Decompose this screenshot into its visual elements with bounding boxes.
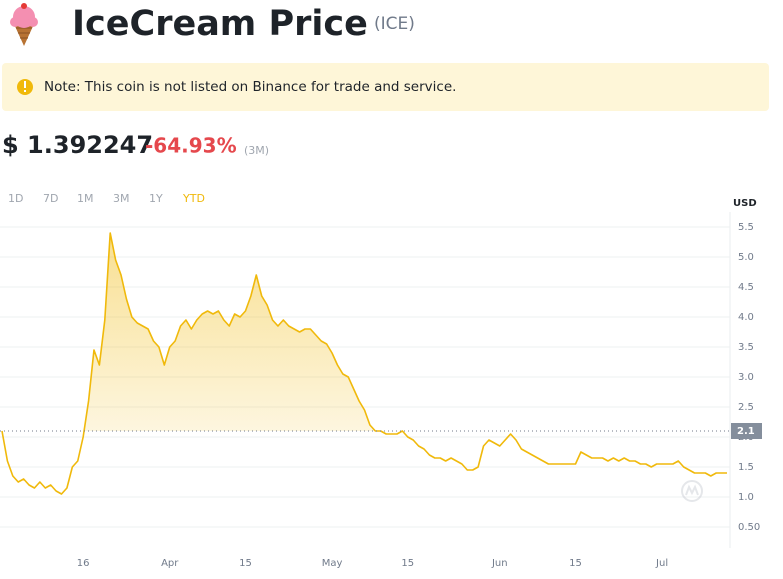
note-text: Note: This coin is not listed on Binance… bbox=[44, 79, 456, 95]
time-tab[interactable]: 7D bbox=[43, 192, 58, 205]
coin-icon bbox=[10, 3, 38, 46]
x-tick-label: 15 bbox=[239, 558, 252, 569]
time-tab[interactable]: 1D bbox=[8, 192, 23, 205]
y-tick-label: 1.0 bbox=[738, 492, 754, 503]
y-tick-label: 3.5 bbox=[738, 342, 754, 353]
time-tab[interactable]: 1Y bbox=[149, 192, 163, 205]
price-change: -64.93% bbox=[145, 134, 237, 158]
note-banner bbox=[2, 63, 769, 111]
y-tick-label: 4.5 bbox=[738, 282, 754, 293]
x-tick-label: May bbox=[322, 558, 343, 569]
price: $ 1.392247 bbox=[2, 131, 153, 159]
symbol: (ICE) bbox=[374, 14, 415, 34]
time-tab[interactable]: 1M bbox=[77, 192, 94, 205]
time-tab[interactable]: 3M bbox=[113, 192, 130, 205]
x-tick-label: 15 bbox=[569, 558, 582, 569]
x-tick-label: 16 bbox=[77, 558, 90, 569]
y-axis-label: USD bbox=[733, 198, 757, 209]
y-tick-label: 4.0 bbox=[738, 312, 754, 323]
x-tick-label: Jun bbox=[491, 558, 508, 569]
area bbox=[2, 233, 727, 431]
title: IceCream Price bbox=[72, 4, 368, 44]
time-tab[interactable]: YTD bbox=[182, 192, 205, 205]
x-tick-label: 15 bbox=[401, 558, 414, 569]
x-tick-label: Apr bbox=[161, 558, 179, 569]
reference-badge bbox=[731, 423, 762, 439]
y-tick-label: 5.5 bbox=[738, 222, 754, 233]
y-tick-label: 1.5 bbox=[738, 462, 754, 473]
y-tick-label: 5.0 bbox=[738, 252, 754, 263]
y-tick-label: 0.50 bbox=[738, 522, 760, 533]
x-tick-label: Jul bbox=[655, 558, 668, 569]
reference-label: 2.1 bbox=[737, 426, 755, 437]
y-tick-label: 2.5 bbox=[738, 402, 754, 413]
y-tick-label: 3.0 bbox=[738, 372, 754, 383]
price-line bbox=[1, 232, 727, 495]
change-period: (3M) bbox=[244, 144, 269, 157]
watermark bbox=[681, 480, 703, 502]
